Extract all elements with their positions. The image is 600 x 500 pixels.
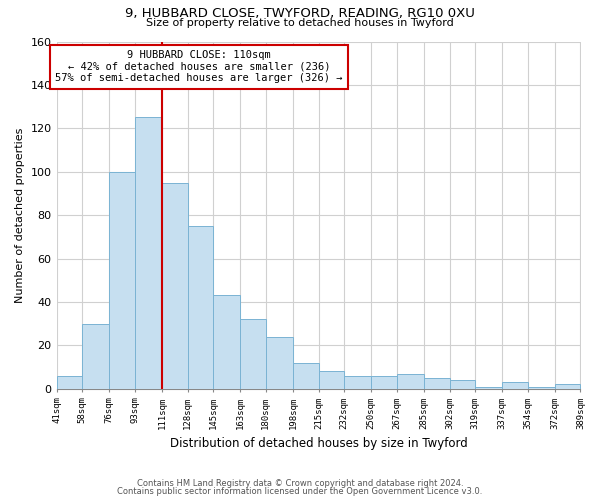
Bar (56, 376, 82, 389)
Bar (528, 386, 555, 389)
Bar (424, 378, 449, 389)
Bar (293, 362, 319, 389)
X-axis label: Distribution of detached houses by size in Twyford: Distribution of detached houses by size … (170, 437, 467, 450)
Bar (162, 182, 188, 389)
Text: 9 HUBBARD CLOSE: 110sqm
← 42% of detached houses are smaller (236)
57% of semi-d: 9 HUBBARD CLOSE: 110sqm ← 42% of detache… (55, 50, 343, 84)
Bar (188, 226, 213, 389)
Bar (213, 296, 240, 389)
Bar (109, 172, 135, 389)
Bar (555, 384, 580, 389)
Bar (449, 380, 475, 389)
Y-axis label: Number of detached properties: Number of detached properties (15, 128, 25, 303)
Bar (502, 382, 528, 389)
Bar (397, 374, 424, 389)
Bar (371, 376, 397, 389)
Text: Size of property relative to detached houses in Twyford: Size of property relative to detached ho… (146, 18, 454, 28)
Bar (240, 320, 266, 389)
Bar (344, 376, 371, 389)
Text: Contains public sector information licensed under the Open Government Licence v3: Contains public sector information licen… (118, 487, 482, 496)
Bar (266, 336, 293, 389)
Bar (475, 386, 502, 389)
Text: 9, HUBBARD CLOSE, TWYFORD, READING, RG10 0XU: 9, HUBBARD CLOSE, TWYFORD, READING, RG10… (125, 8, 475, 20)
Bar (135, 118, 162, 389)
Bar (82, 324, 109, 389)
Bar (319, 372, 344, 389)
Text: Contains HM Land Registry data © Crown copyright and database right 2024.: Contains HM Land Registry data © Crown c… (137, 478, 463, 488)
